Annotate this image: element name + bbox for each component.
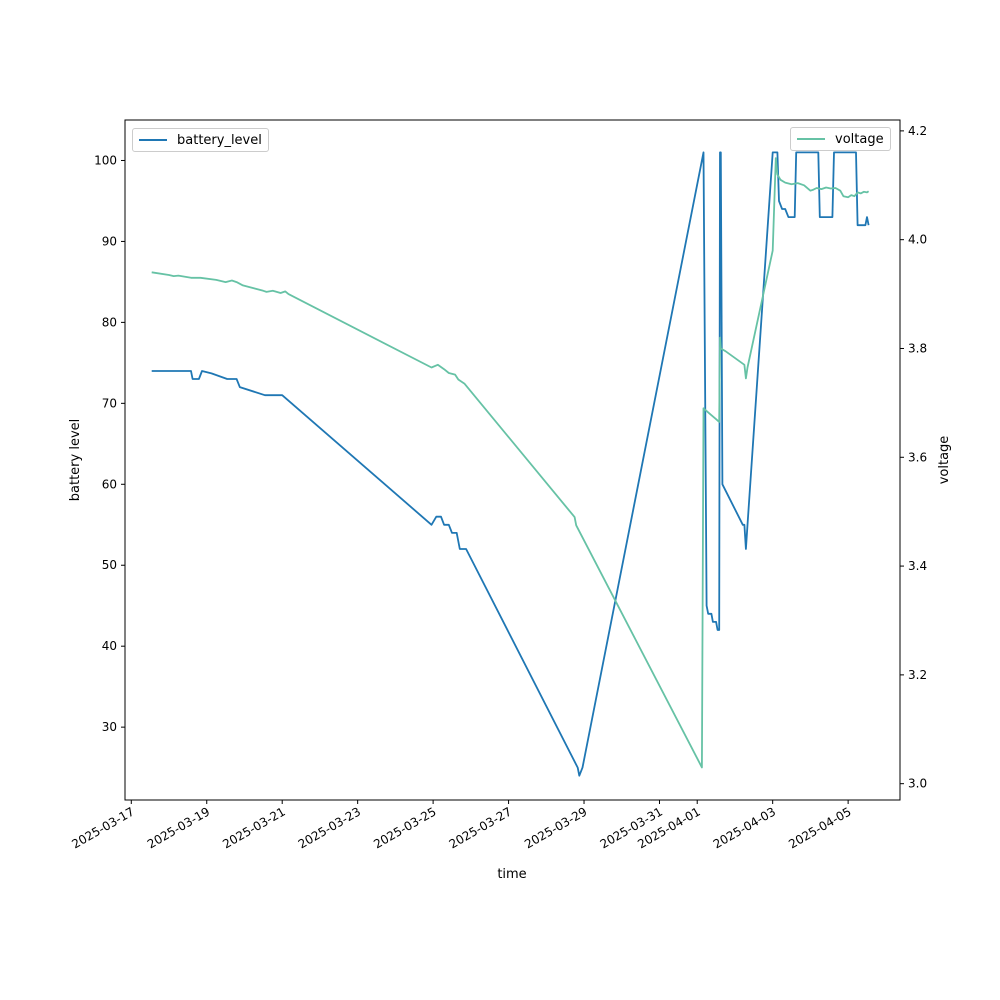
y-right-tick-label: 4.0 [908, 233, 927, 247]
y-right-tick-label: 3.6 [908, 450, 927, 464]
y-axis-left-label: battery level [68, 419, 83, 502]
y-left-tick-label: 80 [102, 315, 117, 329]
legend-swatch-battery-level [139, 139, 167, 141]
legend-left: battery_level [132, 128, 269, 152]
y-left-tick-label: 100 [94, 153, 117, 167]
x-tick-label: 2025-03-23 [296, 804, 363, 851]
y-axis-left: 30 40 50 60 70 80 90 100 [94, 153, 125, 734]
y-left-tick-label: 40 [102, 639, 117, 653]
x-tick-label: 2025-03-29 [522, 804, 589, 851]
x-tick-label: 2025-04-05 [786, 804, 853, 851]
series-line-voltage [151, 157, 870, 769]
x-tick-label: 2025-03-17 [69, 804, 136, 851]
legend-label-voltage: voltage [835, 131, 884, 147]
y-left-tick-label: 90 [102, 234, 117, 248]
y-right-tick-label: 4.2 [908, 124, 927, 138]
x-tick-label: 2025-03-21 [220, 804, 287, 851]
y-left-tick-label: 30 [102, 720, 117, 734]
y-right-tick-label: 3.8 [908, 341, 927, 355]
x-tick-label: 2025-03-25 [371, 804, 438, 851]
x-axis-label: time [497, 867, 526, 882]
legend-label-battery-level: battery_level [177, 132, 262, 148]
x-tick-label: 2025-04-03 [711, 804, 778, 851]
y-right-tick-label: 3.2 [908, 668, 927, 682]
y-axis-right-label: voltage [937, 436, 952, 485]
y-axis-right: 3.0 3.2 3.4 3.6 3.8 4.0 4.2 [900, 124, 927, 791]
x-tick-label: 2025-03-19 [145, 804, 212, 851]
series-line-battery-level [151, 151, 870, 777]
y-left-tick-label: 70 [102, 396, 117, 410]
plot-area-frame [124, 119, 901, 801]
x-tick-label: 2025-03-27 [447, 804, 514, 851]
y-right-tick-label: 3.4 [908, 559, 927, 573]
x-axis: 2025-03-17 2025-03-19 2025-03-21 2025-03-23… [69, 800, 854, 851]
y-right-tick-label: 3.0 [908, 777, 927, 791]
legend-swatch-voltage [797, 138, 825, 140]
y-left-tick-label: 50 [102, 558, 117, 572]
y-left-tick-label: 60 [102, 477, 117, 491]
legend-right: voltage [790, 127, 891, 151]
